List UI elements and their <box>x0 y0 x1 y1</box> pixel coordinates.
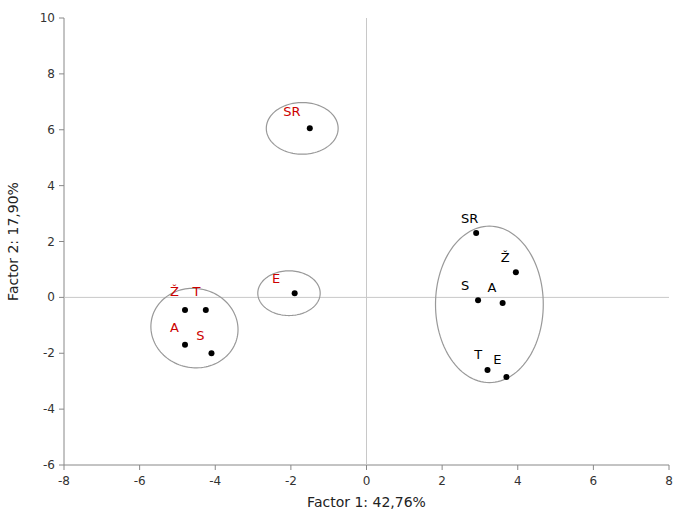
chart: -8-6-4-202468-6-4-20246810Factor 1: 42,7… <box>0 0 691 521</box>
y-tick-label: -6 <box>43 458 55 472</box>
x-tick-label: -4 <box>209 474 221 488</box>
y-tick <box>59 18 64 19</box>
y-tick-label: -4 <box>43 402 55 416</box>
y-tick <box>59 129 64 130</box>
ellipse <box>151 288 238 368</box>
y-tick <box>59 353 64 354</box>
point <box>208 350 214 356</box>
plot-area <box>64 18 669 465</box>
y-tick-label: 10 <box>40 11 55 25</box>
y-tick <box>59 297 64 298</box>
point <box>485 367 491 373</box>
x-tick <box>669 465 670 470</box>
point <box>292 290 298 296</box>
ellipse <box>258 271 320 316</box>
y-tick <box>59 185 64 186</box>
point-label: S <box>461 278 469 293</box>
x-tick-label: -2 <box>285 474 297 488</box>
x-tick-label: 8 <box>665 474 673 488</box>
y-tick-label: 6 <box>47 123 55 137</box>
point-label: S <box>196 328 204 343</box>
point-label: A <box>488 280 497 295</box>
y-tick-label: 2 <box>47 235 55 249</box>
point <box>475 297 481 303</box>
x-tick <box>290 465 291 470</box>
point <box>203 307 209 313</box>
point-label: SR <box>283 104 300 119</box>
y-axis-line <box>64 18 65 465</box>
x-tick <box>366 465 367 470</box>
x-tick <box>593 465 594 470</box>
x-tick-label: 0 <box>363 474 371 488</box>
x-tick-label: 2 <box>438 474 446 488</box>
point-label: E <box>272 271 280 286</box>
point <box>307 125 313 131</box>
y-tick-label: 4 <box>47 179 55 193</box>
y-tick-label: -2 <box>43 346 55 360</box>
point-label: T <box>473 347 482 362</box>
point <box>500 300 506 306</box>
x-tick-label: -8 <box>58 474 70 488</box>
x-tick-label: 6 <box>590 474 598 488</box>
point-label: Ž <box>501 250 510 265</box>
y-tick <box>59 73 64 74</box>
y-tick <box>59 241 64 242</box>
zero-line-y <box>366 18 367 465</box>
point <box>503 374 509 380</box>
y-tick <box>59 409 64 410</box>
y-tick-label: 8 <box>47 67 55 81</box>
x-tick-label: 4 <box>514 474 522 488</box>
x-tick <box>442 465 443 470</box>
point-label: SR <box>461 211 478 226</box>
x-tick <box>517 465 518 470</box>
x-axis-title: Factor 1: 42,76% <box>307 494 426 510</box>
y-axis-title: Factor 2: 17,90% <box>5 182 21 301</box>
point <box>513 269 519 275</box>
point-label: A <box>170 320 179 335</box>
x-tick <box>215 465 216 470</box>
point <box>473 230 479 236</box>
point-label: Ž <box>170 284 179 299</box>
point <box>182 342 188 348</box>
point-label: E <box>493 352 501 367</box>
x-tick-label: -6 <box>134 474 146 488</box>
x-tick <box>64 465 65 470</box>
y-tick <box>59 465 64 466</box>
x-tick <box>139 465 140 470</box>
ellipse <box>436 226 544 382</box>
ellipse <box>266 103 338 155</box>
point-label: T <box>192 284 201 299</box>
y-tick-label: 0 <box>47 290 55 304</box>
point <box>182 307 188 313</box>
